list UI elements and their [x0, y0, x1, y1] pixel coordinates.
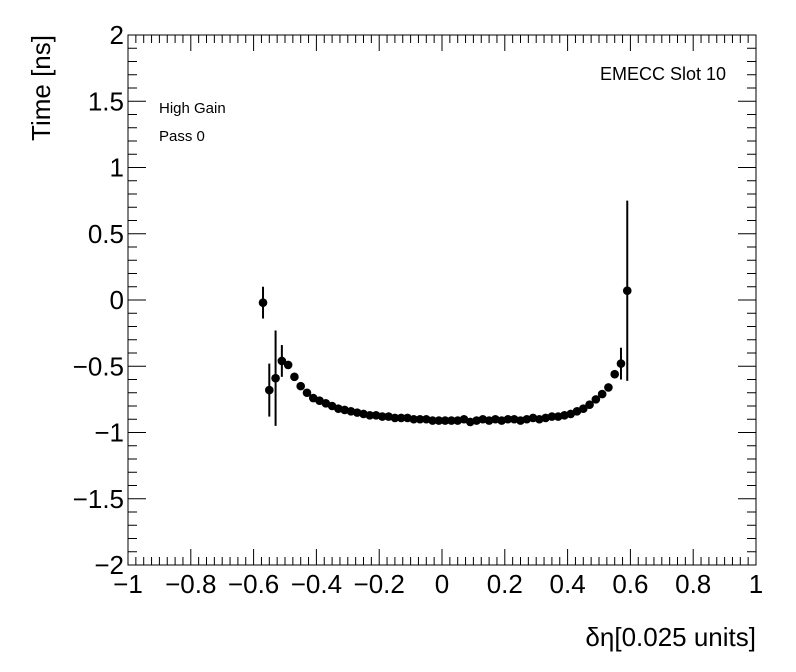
y-tick-label: 2 — [110, 20, 124, 50]
y-tick-label: −0.5 — [73, 351, 124, 381]
x-axis-label: δη[0.025 units] — [585, 622, 756, 652]
data-point — [283, 360, 293, 370]
y-tick-label: 1.5 — [88, 86, 124, 116]
y-tick-label: −2 — [94, 550, 124, 580]
data-point — [265, 385, 274, 395]
x-tick-label: 0.6 — [612, 569, 648, 599]
y-axis-label: Time [ns] — [26, 35, 56, 141]
y-tick-label: 0 — [110, 285, 124, 315]
y-tick-label: −1.5 — [73, 484, 124, 514]
data-point — [579, 404, 588, 413]
y-tick-label: 0.5 — [88, 219, 124, 249]
x-tick-label: 0.4 — [550, 569, 586, 599]
data-point — [271, 373, 280, 383]
tick-labels: −1 −0.8 −0.6 −0.4 −0.2 0 0.2 0.4 0.6 0.8 1 −2 −1.5 −1… — [73, 20, 764, 599]
annotation-slot: EMECC Slot 10 — [600, 64, 726, 84]
x-tick-label: 1 — [749, 569, 763, 599]
data-point — [296, 381, 306, 391]
data-point — [591, 395, 601, 404]
y-tick-label: 1 — [110, 153, 124, 183]
data-point — [547, 412, 557, 421]
data-point — [604, 383, 613, 392]
data-point — [622, 286, 632, 296]
x-tick-label: −0.6 — [228, 569, 279, 599]
data-point — [258, 298, 268, 307]
x-tick-label: −0.4 — [291, 569, 342, 599]
data-point — [378, 412, 387, 421]
data-point — [396, 413, 406, 423]
annotation-gain: High Gain — [159, 100, 226, 117]
annotation-pass: Pass 0 — [159, 128, 205, 145]
data-point — [290, 372, 299, 382]
x-tick-label: 0.2 — [487, 569, 523, 599]
y-tick-label: −1 — [94, 418, 124, 448]
x-tick-label: −1 — [113, 569, 143, 599]
x-tick-label: 0.8 — [675, 569, 711, 599]
data-point — [409, 414, 419, 424]
data-point — [610, 369, 619, 379]
data-point — [597, 389, 607, 399]
data-point — [415, 414, 425, 424]
data-point — [616, 359, 626, 368]
x-tick-label: −0.8 — [165, 569, 216, 599]
plot-frame — [127, 34, 757, 566]
data-point — [428, 416, 437, 425]
data-point — [277, 356, 287, 366]
x-tick-label: −0.2 — [354, 569, 405, 599]
data-layer — [258, 200, 632, 427]
data-point — [440, 416, 450, 425]
data-point — [390, 413, 400, 423]
x-tick-label: 0 — [435, 569, 449, 599]
data-point — [302, 388, 312, 398]
data-point — [447, 416, 456, 425]
data-point — [365, 410, 375, 420]
data-point — [585, 400, 594, 409]
data-point — [434, 416, 444, 425]
data-point — [503, 414, 513, 424]
